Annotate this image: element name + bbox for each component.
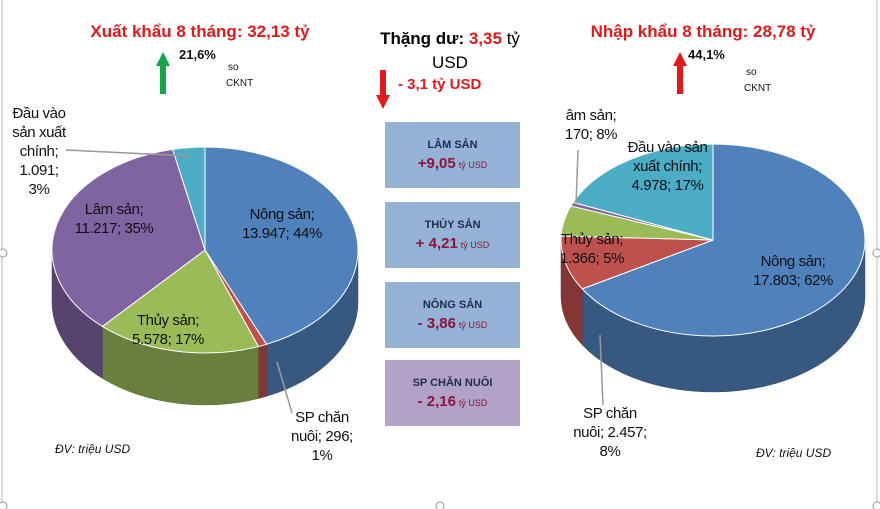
title: Xuất khẩu 8 tháng: 32,13 tỷ [90,22,310,41]
slice-label: Thủy sản; 1.366; 5% [560,231,624,267]
slice-label: SP chăn nuôi; 296; 1% [291,409,353,464]
slice-label: Nông sản; 17.803; 62% [753,253,833,289]
summary-box: LÂM SẢN +9,05 tỷ USD [385,122,520,188]
handle [872,248,880,258]
handle [435,501,445,509]
slice [51,148,206,328]
change: 44,1% [688,47,725,62]
slice-label: Nông sản; 13.947; 44% [242,206,322,242]
box-value: + 4,21 tỷ USD [385,235,520,252]
surplus-change: - 3,1 tỷ USD [398,76,482,93]
surplus-label: Thặng dư: [380,29,465,48]
title: Nhập khẩu 8 tháng: 28,78 tỷ [590,22,816,41]
slice-label: Lâm sản; 11.217; 35% [74,201,154,237]
box-name: THỦY SẢN [424,219,481,231]
arrow-up [673,52,687,94]
unit: tỷ USD [458,160,488,170]
change: 21,6% [179,47,216,62]
change-note: so [746,67,757,78]
slice [560,235,714,290]
box-name: SP CHĂN NUÔI [412,377,493,389]
handle [0,501,8,509]
handle [872,501,880,509]
unit: tỷ USD [458,320,488,330]
box-name: LÂM SẢN [427,139,478,151]
surplus: Thặng dư: 3,35 tỷ USD [362,27,538,75]
change-note: CKNT [226,78,254,87]
box-name: NÔNG SẢN [422,299,483,311]
slice-label: Thủy sản; 5.578; 17% [132,312,204,348]
box-value: - 2,16 tỷ USD [385,393,520,410]
leader-lines [65,149,604,414]
slice [171,146,206,251]
slice [101,249,260,354]
unit-note: ĐV: triệu USD [756,446,832,460]
arrow-down [376,70,390,109]
box-value: - 3,86 tỷ USD [385,315,520,332]
summary-box: NÔNG SẢN - 3,86 tỷ USD [385,282,520,348]
value: +9,05 [417,155,456,172]
change-note: CKNT [744,83,772,92]
unit: tỷ USD [458,398,488,408]
box-value: +9,05 tỷ USD [385,155,520,172]
slice [204,146,359,345]
change-note: so [228,62,239,73]
unit-note: ĐV: triệu USD [55,442,131,456]
slice [572,143,714,241]
value: - 3,86 [417,315,456,332]
slice-label: Đầu vào sản xuất chính; 4.978; 17% [627,139,708,194]
value: + 4,21 [415,235,458,252]
value: - 2,16 [417,393,456,410]
slice-label: âm sản; 170; 8% [564,107,618,143]
slice-label: SP chăn nuôi; 2.457; 8% [573,405,647,460]
slice-side [258,343,267,399]
arrow-up [156,52,170,94]
surplus-unit: tỷ USD [432,29,520,72]
slice-label: Đầu vào sản xuất chính; 1.091; 3% [12,105,66,198]
slice [581,143,866,337]
unit: tỷ USD [460,240,490,250]
surplus-value: 3,35 [468,29,502,48]
summary-box: SP CHĂN NUÔI - 2,16 tỷ USD [385,360,520,426]
summary-box: THỦY SẢN + 4,21 tỷ USD [385,202,520,268]
handle [0,248,8,258]
